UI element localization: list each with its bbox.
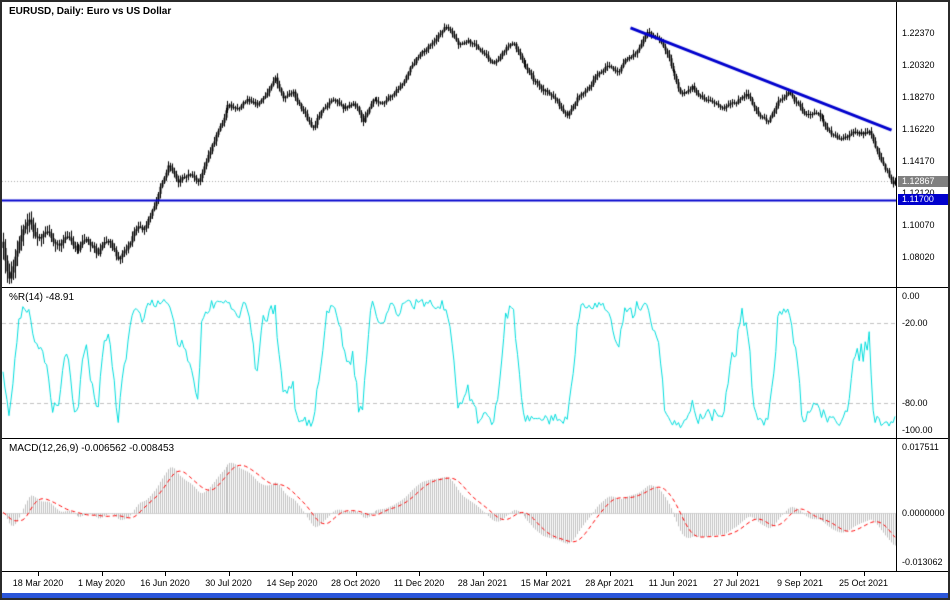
x-axis-tick-label: 16 Jun 2020 bbox=[140, 578, 190, 588]
y-axis-tick-label: 1.16220 bbox=[902, 124, 935, 134]
x-axis-tick-label: 11 Dec 2020 bbox=[393, 578, 445, 588]
y-axis-tick-label: -80.00 bbox=[902, 398, 928, 408]
x-axis-tick-label: 18 Mar 2020 bbox=[12, 578, 64, 588]
x-axis-tick-label: 28 Oct 2020 bbox=[331, 578, 381, 588]
x-axis-tick-label: 25 Oct 2021 bbox=[839, 578, 889, 588]
wpr-indicator-canvas[interactable] bbox=[2, 288, 896, 438]
x-axis-tick-mark bbox=[356, 572, 357, 576]
x-axis-tick-mark bbox=[229, 572, 230, 576]
macd-indicator-title: MACD(12,26,9) -0.006562 -0.008453 bbox=[9, 443, 175, 454]
x-axis-tick-mark bbox=[292, 572, 293, 576]
macd-indicator-canvas[interactable] bbox=[2, 439, 896, 571]
x-axis-tick-label: 1 May 2020 bbox=[78, 578, 126, 588]
x-axis-tick-label: 28 Apr 2021 bbox=[585, 578, 634, 588]
x-axis-tick-mark bbox=[102, 572, 103, 576]
x-axis-tick-label: 28 Jan 2021 bbox=[457, 578, 508, 588]
y-axis-tick-label: 1.12120 bbox=[902, 188, 935, 198]
x-axis-tick-mark bbox=[483, 572, 484, 576]
x-axis-tick-label: 14 Sep 2020 bbox=[266, 578, 318, 588]
y-axis-tick-label: 0.00 bbox=[902, 291, 920, 301]
x-axis-tick-mark bbox=[546, 572, 547, 576]
y-axis-tick-label: 0.0000000 bbox=[902, 508, 945, 518]
x-axis-tick-label: 9 Sep 2021 bbox=[777, 578, 824, 588]
x-axis-tick-label: 11 Jun 2021 bbox=[648, 578, 698, 588]
y-axis-tick-label: 1.08020 bbox=[902, 252, 935, 262]
macd-indicator-panel: MACD(12,26,9) -0.006562 -0.008453 0.0175… bbox=[2, 438, 948, 571]
main-price-axis: 1.12867 1.11700 1.22370 1.20320 1.18270 1.1… bbox=[896, 2, 948, 287]
y-axis-tick-label: 1.18270 bbox=[902, 92, 935, 102]
y-axis-tick-label: 1.10070 bbox=[902, 220, 935, 230]
y-axis-tick-label: -100.00 bbox=[902, 425, 933, 435]
x-axis-tick-mark bbox=[38, 572, 39, 576]
y-axis-tick-label: 1.14170 bbox=[902, 156, 935, 166]
current-price-tag: 1.12867 bbox=[898, 176, 948, 187]
x-axis-tick-mark bbox=[610, 572, 611, 576]
x-axis-tick-mark bbox=[673, 572, 674, 576]
x-axis-tick-label: 27 Jul 2021 bbox=[713, 578, 760, 588]
y-axis-tick-label: 1.22370 bbox=[902, 28, 935, 38]
x-axis-tick-mark bbox=[419, 572, 420, 576]
y-axis-tick-label: 0.017511 bbox=[902, 442, 939, 452]
chart-title: EURUSD, Daily: Euro vs US Dollar bbox=[9, 6, 172, 17]
wpr-indicator-panel: %R(14) -48.91 0.00 -20.00 -80.00 -100.00 bbox=[2, 287, 948, 438]
x-axis-tick-mark bbox=[864, 572, 865, 576]
main-chart-panel: EURUSD, Daily: Euro vs US Dollar 1.12867… bbox=[2, 2, 948, 287]
x-axis-tick-label: 15 Mar 2021 bbox=[520, 578, 572, 588]
y-axis-tick-label: 1.20320 bbox=[902, 60, 935, 70]
wpr-value-axis: 0.00 -20.00 -80.00 -100.00 bbox=[896, 288, 948, 438]
wpr-indicator-title: %R(14) -48.91 bbox=[9, 292, 75, 303]
macd-value-axis: 0.017511 0.0000000 -0.013062 bbox=[896, 439, 948, 571]
window-bottom-bar bbox=[2, 593, 948, 598]
y-axis-tick-label: -20.00 bbox=[902, 318, 928, 328]
x-axis-tick-label: 30 Jul 2020 bbox=[205, 578, 252, 588]
hline-price-tag: 1.11700 bbox=[898, 194, 948, 205]
x-axis-tick-mark bbox=[800, 572, 801, 576]
x-axis-tick-mark bbox=[165, 572, 166, 576]
y-axis-tick-label: -0.013062 bbox=[902, 557, 943, 567]
x-axis-tick-mark bbox=[737, 572, 738, 576]
time-axis: 18 Mar 2020 1 May 2020 16 Jun 2020 30 Jul 2… bbox=[2, 571, 948, 593]
price-chart-canvas[interactable] bbox=[2, 2, 896, 287]
